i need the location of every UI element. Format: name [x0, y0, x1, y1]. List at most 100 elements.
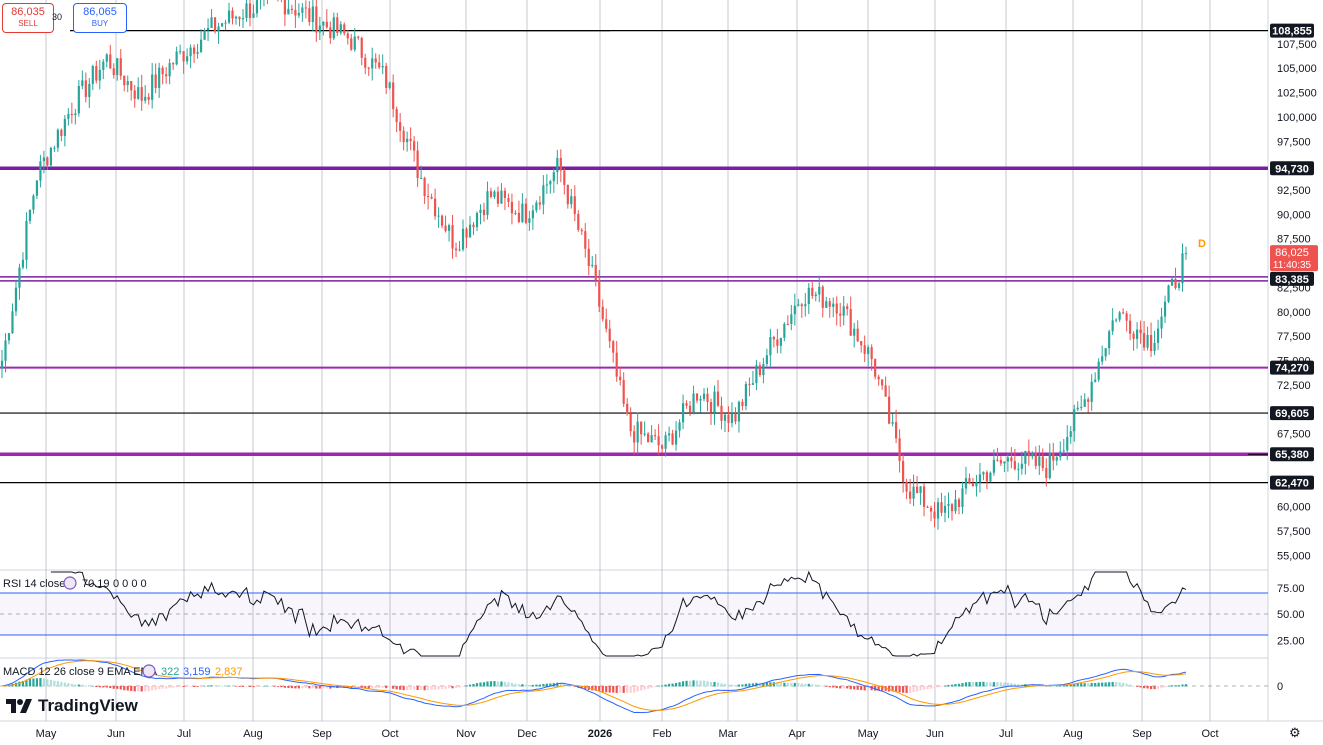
- candle-body: [199, 39, 203, 52]
- macd-histogram-bar: [510, 683, 514, 687]
- candle-body: [591, 264, 594, 267]
- candle-body: [730, 413, 734, 423]
- macd-histogram-bar: [961, 683, 964, 687]
- candle-body: [776, 339, 779, 346]
- candle-body: [587, 248, 590, 267]
- candle-body: [790, 314, 793, 324]
- candle-body: [231, 10, 234, 19]
- macd-histogram-bar: [538, 684, 541, 687]
- macd-histogram-bar: [762, 682, 765, 687]
- candle-body: [517, 212, 521, 223]
- macd-histogram-bar: [395, 686, 398, 690]
- candle-body: [964, 478, 968, 489]
- candle-body: [465, 228, 468, 238]
- candle-body: [870, 347, 873, 360]
- macd-histogram-bar: [860, 686, 863, 691]
- candle-body: [975, 482, 978, 487]
- macd-histogram-bar: [612, 686, 615, 693]
- candle-body: [1174, 278, 1177, 288]
- macd-histogram-bar: [378, 686, 381, 688]
- candle-body: [842, 306, 845, 316]
- macd-histogram-bar: [1136, 686, 1139, 687]
- macd-histogram-bar: [818, 684, 821, 687]
- macd-signal-value: 2,837: [215, 666, 243, 678]
- gear-icon[interactable]: ⚙: [1289, 725, 1301, 740]
- macd-histogram-bar: [276, 686, 280, 687]
- candle-body: [825, 301, 828, 308]
- macd-histogram-bar: [21, 680, 25, 687]
- candle-body: [1153, 342, 1156, 352]
- candle-body: [14, 287, 18, 312]
- macd-histogram-bar: [287, 686, 290, 689]
- time-axis-label: Nov: [456, 728, 476, 740]
- tradingview-logo[interactable]: TradingView: [6, 694, 138, 718]
- candle-body: [192, 47, 196, 54]
- candle-body: [779, 337, 782, 346]
- candle-body: [409, 138, 412, 142]
- macd-histogram-bar: [238, 686, 241, 687]
- rsi-settings-icon[interactable]: [63, 576, 77, 590]
- candle-body: [674, 430, 678, 445]
- candle-body: [570, 196, 573, 205]
- candle-body: [493, 191, 496, 197]
- candle-body: [18, 267, 21, 288]
- macd-histogram-bar: [297, 686, 300, 689]
- macd-histogram-bar: [720, 683, 723, 687]
- candle-body: [248, 3, 252, 18]
- candle-body: [1163, 301, 1167, 317]
- price-axis-label: 77,500: [1277, 331, 1311, 343]
- candle-body: [804, 304, 807, 307]
- macd-settings-icon[interactable]: [142, 664, 156, 678]
- candle-body: [1048, 452, 1051, 479]
- price-axis-label: 55,000: [1277, 550, 1311, 562]
- level-price-label: 74,270: [1275, 363, 1309, 375]
- macd-histogram-bar: [905, 686, 908, 693]
- candle-body: [238, 16, 241, 20]
- candle-body: [978, 474, 982, 483]
- candle-body: [413, 141, 416, 151]
- candle-body: [339, 24, 342, 33]
- candle-body: [622, 380, 625, 404]
- macd-histogram-bar: [304, 686, 307, 689]
- candle-body: [737, 401, 741, 422]
- macd-histogram-bar: [584, 686, 587, 690]
- candle-body: [709, 402, 713, 413]
- candle-body: [151, 74, 154, 100]
- time-axis-label: Jul: [999, 728, 1013, 740]
- candle-body: [252, 13, 255, 18]
- candle-body: [28, 209, 32, 221]
- macd-histogram-bar: [1083, 683, 1086, 687]
- macd-histogram-bar: [888, 686, 891, 692]
- candle-body: [1136, 329, 1139, 339]
- macd-histogram-bar: [608, 686, 611, 693]
- candle-body: [884, 385, 887, 397]
- candle-body: [325, 21, 328, 28]
- candle-body: [1031, 452, 1034, 457]
- macd-histogram-bar: [615, 686, 618, 693]
- macd-histogram-bar: [112, 686, 115, 689]
- macd-histogram-bar: [283, 686, 287, 688]
- candle-body: [343, 24, 346, 34]
- macd-histogram-bar: [479, 682, 482, 687]
- macd-histogram-bar: [943, 685, 947, 687]
- macd-histogram-bar: [804, 683, 807, 687]
- macd-histogram-bar: [468, 684, 472, 687]
- candle-body: [406, 138, 409, 143]
- candle-body: [1181, 253, 1184, 284]
- macd-histogram-bar: [929, 686, 933, 689]
- macd-histogram-bar: [563, 683, 566, 687]
- candle-body: [283, 0, 287, 15]
- macd-histogram-bar: [619, 686, 622, 693]
- candle-body: [392, 82, 395, 110]
- candle-body: [846, 306, 849, 310]
- macd-title: MACD 12 26 close 9 EMA EMA: [3, 666, 158, 678]
- time-axis-label: Sep: [312, 728, 332, 740]
- macd-histogram-bar: [758, 682, 761, 687]
- sell-button[interactable]: 86,035 SELL: [2, 3, 54, 33]
- candle-body: [1129, 320, 1132, 334]
- candle-body: [657, 436, 660, 446]
- candle-body: [203, 29, 206, 40]
- buy-button[interactable]: 86,065 BUY: [73, 3, 127, 33]
- macd-histogram-bar: [664, 684, 667, 687]
